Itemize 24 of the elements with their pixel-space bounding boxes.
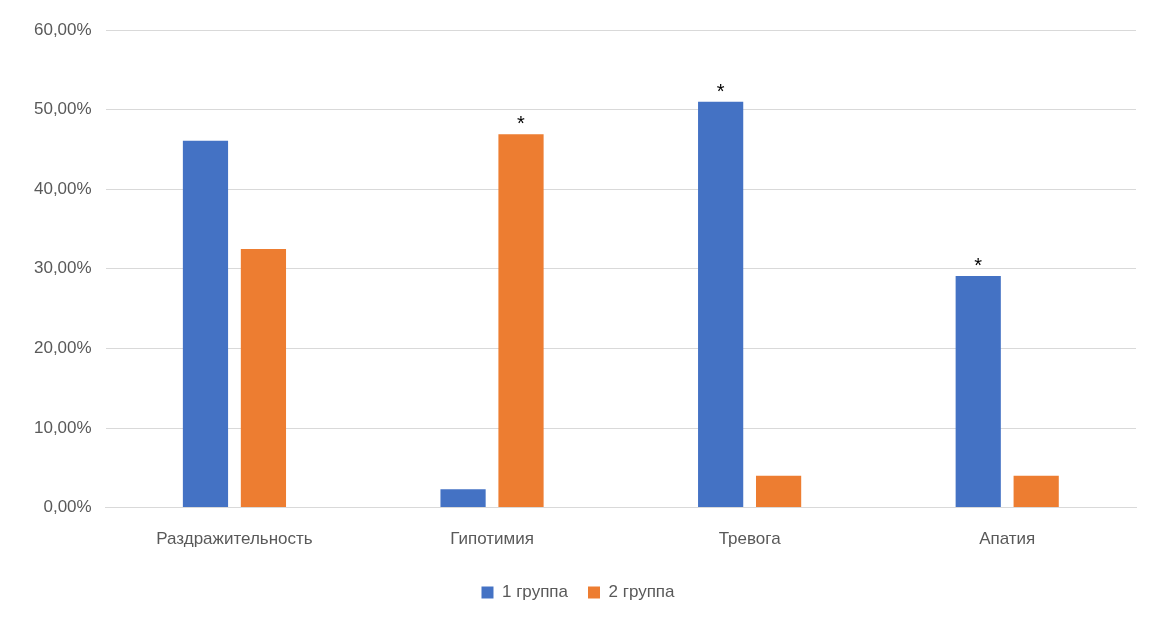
x-tick-label: Раздражительность: [156, 529, 313, 549]
y-tick-label: 50,00%: [33, 99, 92, 119]
y-tick-label: 0,00%: [43, 497, 92, 517]
x-tick-label: Тревога: [718, 529, 782, 549]
bar: [698, 101, 744, 508]
bar: [440, 489, 486, 508]
bar: [498, 134, 544, 508]
y-tick-label: 40,00%: [33, 178, 92, 198]
bar: [182, 140, 229, 508]
legend-label: 1 группа: [501, 582, 569, 602]
y-tick-label: 10,00%: [33, 417, 92, 437]
x-tick-label: Апатия: [979, 529, 1036, 549]
legend-label: 2 группа: [608, 582, 676, 602]
y-tick-label: 20,00%: [33, 338, 92, 358]
bar: [756, 475, 802, 508]
x-tick-label: Гипотимия: [450, 529, 534, 549]
annotation: *: [517, 112, 526, 135]
y-tick-label: 30,00%: [33, 258, 92, 278]
annotation: *: [974, 253, 983, 276]
annotation: *: [716, 79, 725, 102]
bar: [240, 248, 287, 508]
bar: [1013, 475, 1059, 508]
bar: [955, 275, 1001, 508]
y-tick-label: 60,00%: [33, 19, 92, 39]
